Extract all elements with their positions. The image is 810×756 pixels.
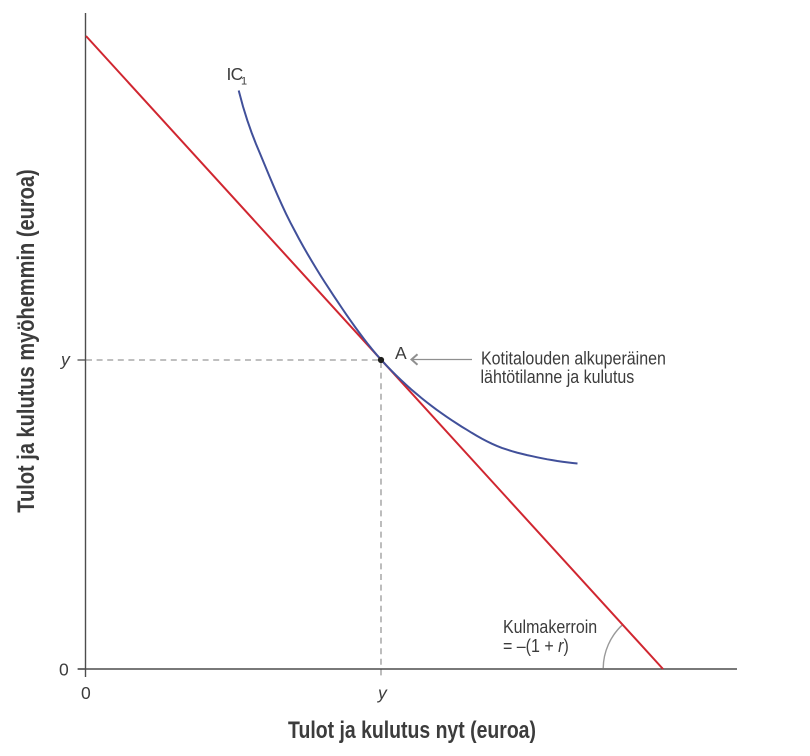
svg-text:= –(1 + r): = –(1 + r) [503, 635, 569, 656]
svg-text:IC: IC [227, 64, 243, 84]
svg-text:Tulot ja kulutus nyt (euroa): Tulot ja kulutus nyt (euroa) [288, 716, 536, 743]
svg-text:A: A [395, 343, 407, 363]
svg-text:Kulmakerroin: Kulmakerroin [503, 616, 597, 637]
svg-text:Tulot ja kulutus myöhemmin (eu: Tulot ja kulutus myöhemmin (euroa) [12, 169, 39, 512]
svg-text:y: y [377, 683, 388, 703]
svg-text:1: 1 [241, 76, 247, 88]
svg-text:lähtötilanne ja kulutus: lähtötilanne ja kulutus [481, 366, 635, 387]
svg-text:Kotitalouden alkuperäinen: Kotitalouden alkuperäinen [481, 347, 666, 368]
svg-text:0: 0 [59, 660, 69, 680]
svg-text:y: y [60, 350, 71, 370]
svg-text:0: 0 [81, 683, 91, 703]
